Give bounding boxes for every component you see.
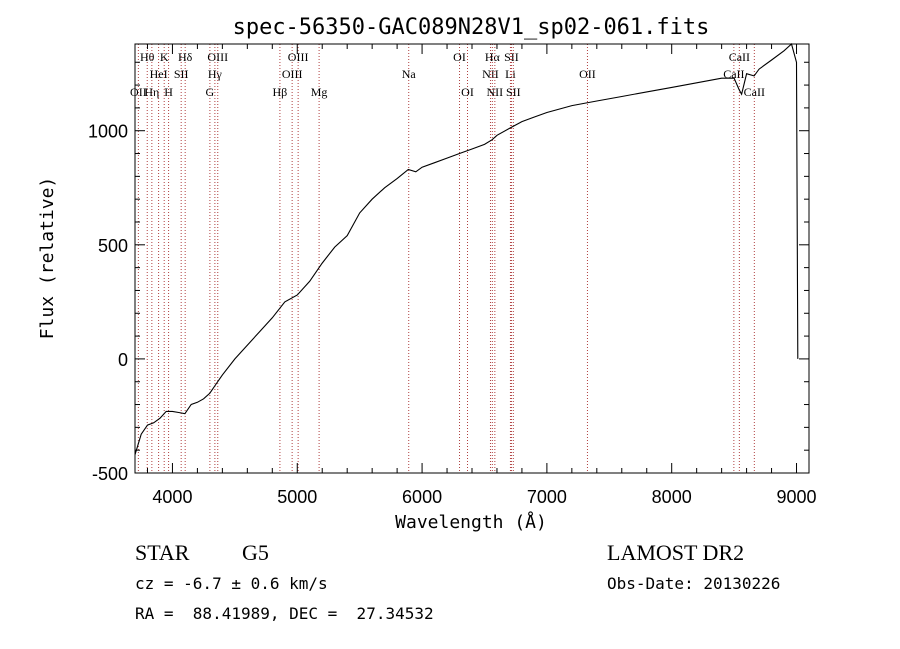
x-tick-label: 5000 [277,487,317,507]
y-tick-label: 0 [118,350,128,370]
spectral-line-label: SII [174,67,189,81]
plot-area [134,42,799,455]
spectral-line-label: OII [579,67,596,81]
spectral-line-label: SII [506,85,521,99]
spectral-line-label: K [160,50,169,64]
spectral-line-label: NII [487,85,504,99]
y-tick-label: -500 [92,464,128,484]
spectral-line-label: OI [461,85,474,99]
y-axis-label: Flux (relative) [37,177,58,340]
spectral-line-label: NII [482,67,499,81]
spectral-line-label: CaII [744,85,765,99]
x-tick-label: 8000 [652,487,692,507]
observation-date: Obs-Date: 20130226 [607,574,781,593]
survey-name: LAMOST DR2 [607,540,745,565]
redshift-value: cz = -6.7 ± 0.6 km/s [135,574,328,593]
spectral-line-label: OIII [288,50,309,64]
object-class: STAR [135,540,190,565]
spectral-line-label: Hβ [273,85,288,99]
y-tick-label: 500 [98,236,128,256]
spectral-line-label: Hγ [208,67,223,81]
spectral-line-label: CaII [729,50,750,64]
spectral-line-label: Hδ [178,50,193,64]
spectral-line-label: HeI [150,67,168,81]
plot-frame [134,43,810,474]
y-tick-label: 1000 [88,122,128,142]
axis-ticks: 4000 5000 6000 7000 8000 9000 -500 0 500 1000 [88,44,817,507]
object-subclass: G5 [242,540,269,565]
x-tick-label: 7000 [527,487,567,507]
spectral-line-markers: OIIHθHηHeIKHSIIHδGHγOIIIHβOIIIOIIIMgNaOI… [130,44,765,473]
spectral-line-label: Hη [144,85,159,99]
spectral-line-label: SII [504,50,519,64]
x-axis-label: Wavelength (Å) [395,511,547,533]
spectral-line-label: OIII [282,67,303,81]
flux-series-line [134,42,799,455]
x-tick-label: 9000 [776,487,816,507]
spectral-line-label: OI [453,50,466,64]
spectral-line-label: OIII [207,50,228,64]
coordinates: RA = 88.41989, DEC = 27.34532 [135,604,434,623]
x-tick-label: 4000 [152,487,192,507]
spectral-line-label: Na [402,67,417,81]
spectral-line-label: G [206,85,215,99]
x-tick-label: 6000 [402,487,442,507]
spectral-line-label: OII [130,85,147,99]
spectral-line-label: Hθ [140,50,155,64]
chart-title: spec-56350-GAC089N28V1_sp02-061.fits [233,15,710,40]
spectral-line-label: Mg [311,85,328,99]
spectral-line-label: H [164,85,173,99]
spectral-line-label: Hα [485,50,501,64]
spectral-line-label: Li [505,67,516,81]
